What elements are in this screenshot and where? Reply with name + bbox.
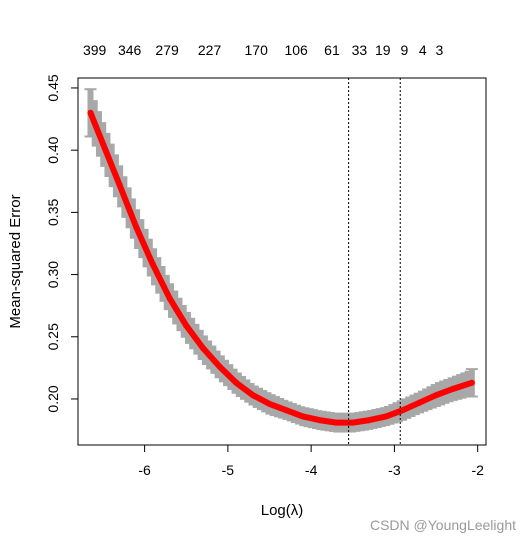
- mse-line: [87, 109, 475, 426]
- mse-point: [468, 379, 475, 386]
- top-count-label: 4: [419, 42, 427, 58]
- top-count-label: 279: [155, 42, 179, 58]
- x-tick-label: -5: [222, 462, 235, 478]
- x-tick-label: -6: [138, 462, 151, 478]
- mse-point: [349, 419, 356, 426]
- x-axis: -6 -5 -4 -3 -2: [138, 444, 484, 478]
- y-tick-label: 0.30: [45, 261, 61, 288]
- lambda-markers: [348, 78, 401, 445]
- mse-point: [233, 379, 240, 386]
- top-count-label: 106: [284, 42, 308, 58]
- mse-point: [283, 407, 290, 414]
- top-count-label: 346: [118, 42, 142, 58]
- top-count-label: 61: [324, 42, 340, 58]
- mse-point: [416, 399, 423, 406]
- mse-line-layer: [87, 109, 475, 426]
- mse-point: [333, 419, 340, 426]
- mse-point: [199, 344, 206, 351]
- x-tick-label: -3: [388, 462, 401, 478]
- mse-point: [133, 224, 140, 231]
- mse-point: [166, 295, 173, 302]
- y-axis-title: Mean-squared Error: [7, 194, 24, 328]
- x-tick-label: -4: [305, 462, 318, 478]
- top-count-label: 227: [198, 42, 222, 58]
- mse-point: [399, 407, 406, 414]
- watermark: CSDN @YoungLeelight: [369, 517, 516, 533]
- mse-point: [266, 400, 273, 407]
- mse-point: [433, 392, 440, 399]
- mse-point: [299, 413, 306, 420]
- y-tick-label: 0.20: [45, 385, 61, 412]
- mse-point: [449, 386, 456, 393]
- top-count-label: 33: [352, 42, 368, 58]
- y-axis: 0.20 0.25 0.30 0.35 0.40 0.45: [45, 74, 79, 413]
- top-count-label: 9: [401, 42, 409, 58]
- y-tick-label: 0.25: [45, 323, 61, 350]
- top-count-label: 3: [435, 42, 443, 58]
- mse-point: [87, 109, 94, 116]
- mse-point: [99, 140, 106, 147]
- mse-point: [366, 417, 373, 424]
- mse-point: [249, 392, 256, 399]
- top-axis-counts: 399 346 279 227 170 106 61 33 19 9 4 3: [83, 42, 443, 58]
- y-tick-label: 0.35: [45, 199, 61, 226]
- top-count-label: 170: [245, 42, 269, 58]
- mse-point: [316, 417, 323, 424]
- mse-point: [183, 322, 190, 329]
- mse-point: [149, 261, 156, 268]
- x-tick-label: -2: [471, 462, 484, 478]
- top-count-label: 19: [375, 42, 391, 58]
- mse-point: [116, 181, 123, 188]
- x-axis-title: Log(λ): [261, 502, 304, 519]
- y-tick-label: 0.40: [45, 136, 61, 163]
- mse-point: [383, 413, 390, 420]
- mse-point: [216, 363, 223, 370]
- error-band: [84, 88, 478, 433]
- y-tick-label: 0.45: [45, 74, 61, 101]
- top-count-label: 399: [83, 42, 107, 58]
